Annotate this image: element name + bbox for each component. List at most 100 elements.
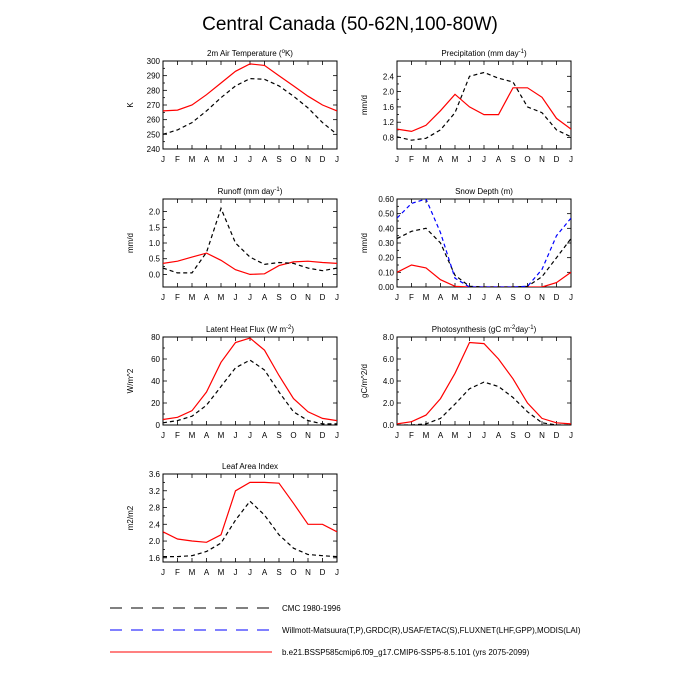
- x-tick-label: A: [204, 568, 210, 577]
- x-tick-label: S: [276, 293, 281, 302]
- series-line-cmc: [163, 206, 337, 274]
- y-tick-label: 280: [147, 86, 161, 95]
- y-tick-label: 2.0: [149, 537, 161, 546]
- panel-snow: Snow Depth (m) 0.00 0.10 0.20 0.30 0.40 0.50 0.…: [360, 187, 573, 302]
- y-tick-label: 270: [147, 101, 161, 110]
- x-tick-label: N: [305, 568, 311, 577]
- x-tick-label: O: [290, 155, 296, 164]
- x-tick-label: F: [175, 155, 180, 164]
- y-tick-label: 290: [147, 72, 161, 81]
- x-tick-label: A: [204, 155, 210, 164]
- panel-title: Leaf Area Index: [222, 462, 278, 471]
- x-tick-label: M: [452, 155, 459, 164]
- y-tick-label: 0.60: [378, 195, 394, 204]
- y-tick-label: 3.2: [149, 487, 161, 496]
- series-line-model: [397, 264, 571, 287]
- legend-label-cmc: CMC 1980-1996: [282, 604, 341, 613]
- x-tick-label: D: [554, 155, 560, 164]
- y-tick-label: 2.0: [383, 399, 395, 408]
- y-tick-label: 0.8: [383, 134, 395, 143]
- panel-gpp: Photosynthesis (gC m-2day-1) 0.0 2.0 4.0 6.0…: [360, 325, 573, 440]
- x-tick-label: J: [335, 155, 339, 164]
- y-tick-label: 2.4: [383, 72, 395, 81]
- x-tick-label: A: [438, 155, 444, 164]
- panel-lai: Leaf Area Index 1.6 2.0 2.4 2.8 3.2 3.6 m2/m2 J F…: [126, 462, 339, 577]
- y-tick-label: 0.20: [378, 254, 394, 263]
- x-tick-label: J: [234, 431, 238, 440]
- x-tick-label: S: [510, 293, 515, 302]
- y-tick-label: 2.4: [149, 520, 161, 529]
- y-axis-label: mm/d: [126, 233, 135, 253]
- x-tick-label: F: [409, 155, 414, 164]
- legend: CMC 1980-1996 Willmott-Matsuura(T,P),GRDC…: [110, 604, 581, 657]
- series-line-model: [163, 63, 337, 112]
- x-tick-label: J: [395, 431, 399, 440]
- x-tick-label: J: [468, 155, 472, 164]
- x-tick-label: N: [305, 431, 311, 440]
- main-title: Central Canada (50-62N,100-80W): [202, 14, 498, 35]
- panel-title: Snow Depth (m): [455, 187, 513, 196]
- series-line-obs: [397, 199, 571, 287]
- x-tick-label: J: [335, 293, 339, 302]
- y-axis-label: mm/d: [360, 95, 369, 115]
- x-tick-label: J: [482, 155, 486, 164]
- y-tick-label: 60: [151, 355, 160, 364]
- x-tick-label: M: [452, 293, 459, 302]
- series-line-cmc: [397, 71, 571, 141]
- series-line-cmc: [163, 500, 337, 558]
- x-tick-label: J: [468, 431, 472, 440]
- x-tick-label: J: [569, 431, 573, 440]
- x-tick-label: J: [161, 293, 165, 302]
- plot-frame: [396, 60, 572, 150]
- y-axis-label: gC/m^2/d: [360, 364, 369, 398]
- x-tick-label: J: [482, 293, 486, 302]
- x-tick-label: S: [276, 155, 281, 164]
- x-tick-label: N: [539, 155, 545, 164]
- y-tick-label: 8.0: [383, 333, 395, 342]
- x-tick-label: N: [539, 431, 545, 440]
- y-tick-label: 3.6: [149, 470, 161, 479]
- x-tick-label: O: [290, 568, 296, 577]
- x-tick-label: J: [248, 155, 252, 164]
- x-tick-label: O: [290, 293, 296, 302]
- x-tick-label: N: [305, 155, 311, 164]
- y-tick-label: 1.5: [149, 223, 161, 232]
- x-tick-label: S: [510, 431, 515, 440]
- panel-lhf: Latent Heat Flux (W m-2) 0 20 40 60 80 W/m^2 J F…: [126, 325, 339, 440]
- x-tick-label: M: [423, 155, 430, 164]
- x-tick-label: A: [204, 431, 210, 440]
- y-tick-label: 0.50: [378, 210, 394, 219]
- x-tick-label: J: [395, 155, 399, 164]
- x-tick-label: M: [423, 431, 430, 440]
- y-tick-label: 6.0: [383, 355, 395, 364]
- y-tick-label: 2.0: [149, 208, 161, 217]
- plot-frame: [396, 336, 572, 426]
- y-tick-label: 0.0: [383, 421, 395, 430]
- x-tick-label: F: [175, 431, 180, 440]
- x-tick-label: J: [248, 568, 252, 577]
- y-tick-label: 0: [156, 421, 161, 430]
- x-tick-label: J: [569, 155, 573, 164]
- x-tick-label: F: [409, 293, 414, 302]
- x-tick-label: N: [539, 293, 545, 302]
- x-tick-label: O: [524, 293, 530, 302]
- x-tick-label: M: [189, 568, 196, 577]
- x-tick-label: J: [234, 568, 238, 577]
- x-tick-label: J: [234, 155, 238, 164]
- x-tick-label: F: [175, 293, 180, 302]
- x-tick-label: A: [262, 568, 268, 577]
- y-tick-label: 0.0: [149, 270, 161, 279]
- y-axis-label: W/m^2: [126, 368, 135, 393]
- x-tick-label: M: [218, 431, 225, 440]
- x-tick-label: M: [189, 293, 196, 302]
- series-line-cmc: [163, 359, 337, 425]
- series-line-model: [163, 337, 337, 422]
- panel-title: Latent Heat Flux (W m-2): [206, 325, 294, 334]
- x-tick-label: N: [305, 293, 311, 302]
- x-tick-label: M: [218, 293, 225, 302]
- x-tick-label: J: [482, 431, 486, 440]
- y-tick-label: 300: [147, 57, 161, 66]
- x-tick-label: S: [510, 155, 515, 164]
- y-tick-label: 1.2: [383, 118, 395, 127]
- x-tick-label: A: [204, 293, 210, 302]
